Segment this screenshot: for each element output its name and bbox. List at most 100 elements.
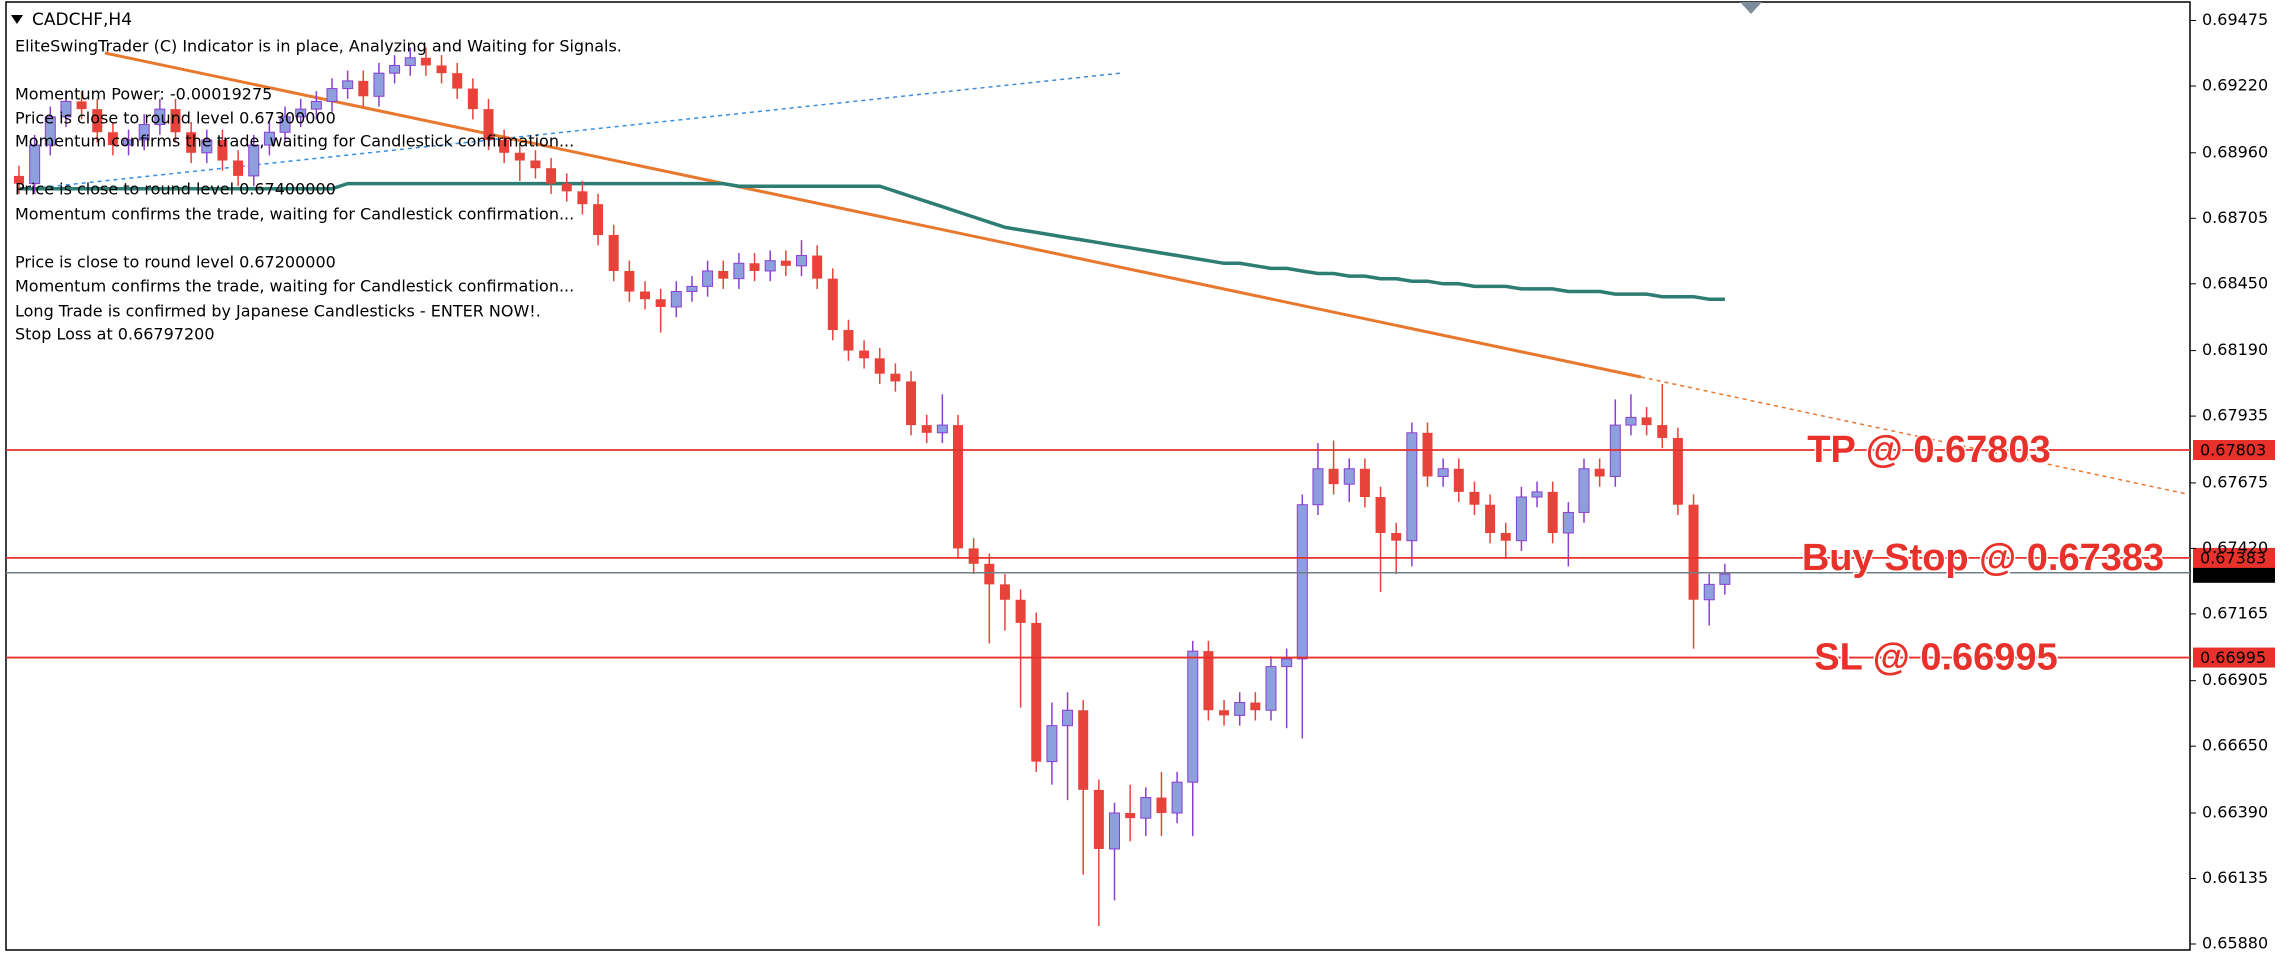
y-tick-label: 0.67165 (2202, 603, 2268, 622)
y-tick-label: 0.65880 (2202, 934, 2268, 953)
candle-body (577, 191, 588, 205)
candle-body (310, 100, 322, 110)
candle-body (1031, 622, 1042, 762)
candle-body (1156, 797, 1167, 813)
indicator-message: Momentum confirms the trade, waiting for… (15, 277, 574, 296)
candle-body (1437, 468, 1449, 477)
y-tick-label: 0.67935 (2202, 406, 2268, 425)
candle-body (1296, 504, 1308, 660)
candle-body (1578, 468, 1590, 513)
candle-body (640, 291, 650, 300)
candle-body (186, 132, 197, 153)
trend-line-extension (1640, 376, 2188, 495)
candle-body (201, 139, 213, 154)
level-label-bg (2193, 440, 2275, 461)
candle-body (1203, 651, 1214, 711)
candle-body (843, 330, 854, 351)
candles (14, 47, 1731, 927)
moving-average (19, 181, 1725, 301)
candle-body (1672, 437, 1683, 505)
candle-body (373, 72, 385, 97)
candle-body (530, 160, 541, 169)
candle-body (44, 116, 56, 146)
trend-line-blue (17, 72, 1123, 191)
candle-body (1281, 658, 1293, 668)
level-label: 0.66995 (2200, 648, 2266, 667)
candle-body (1657, 425, 1668, 438)
candle-body (670, 291, 682, 308)
candle-body (999, 584, 1010, 600)
indicator-message: Stop Loss at 0.66797200 (15, 325, 215, 344)
candle-body (921, 425, 932, 433)
indicator-message: Momentum confirms the trade, waiting for… (15, 132, 574, 151)
candle-body (827, 278, 838, 331)
candle-body (859, 350, 870, 359)
y-tick-label: 0.66390 (2202, 802, 2268, 821)
candle-body (1109, 812, 1120, 850)
candle-body (1515, 496, 1527, 542)
candle-body (968, 548, 979, 564)
candle-body (796, 255, 807, 267)
level-label: 0.67383 (2200, 548, 2266, 567)
candle-body (984, 563, 995, 585)
candle-body (1093, 789, 1104, 849)
candle-body (1703, 583, 1715, 601)
candle-body (686, 285, 698, 293)
candle-body (420, 57, 431, 66)
level-label-bg (2193, 647, 2275, 668)
candle-body (1046, 725, 1058, 763)
indicator-message: Price is close to round level 0.67300000 (15, 109, 336, 128)
candle-body (436, 65, 447, 74)
candle-body (389, 64, 401, 74)
candle-body (358, 80, 369, 97)
candle-body (452, 73, 463, 89)
candle-body (404, 57, 416, 66)
candle-body (1359, 468, 1370, 498)
trend-line (104, 51, 1642, 379)
level-annotation: Buy Stop @ 0.67383 (1802, 537, 2164, 579)
candle-body (812, 255, 823, 279)
candle-body (874, 358, 885, 374)
y-tick-label: 0.66135 (2202, 868, 2268, 887)
candle-body (608, 234, 619, 271)
y-tick-label: 0.68190 (2202, 340, 2268, 359)
chart-shift-marker (1740, 2, 1762, 14)
candle-body (1234, 702, 1246, 716)
candle-body (1531, 491, 1543, 498)
candle-body (561, 183, 572, 192)
candle-body (1688, 504, 1699, 600)
candle-body (1265, 666, 1277, 711)
y-tick-label: 0.68705 (2202, 208, 2268, 227)
indicator-message: Price is close to round level 0.67200000 (15, 253, 336, 272)
indicator-message: Long Trade is confirmed by Japanese Cand… (15, 302, 541, 321)
candle-body (1078, 710, 1089, 790)
candle-body (906, 381, 917, 426)
candle-body (1719, 573, 1731, 585)
candle-body (1062, 709, 1074, 727)
candle-body (936, 424, 948, 434)
candle-body (342, 80, 354, 90)
symbol-menu-arrow[interactable] (11, 15, 23, 24)
candle-body (170, 109, 181, 133)
candle-body (76, 101, 87, 110)
candle-body (1187, 650, 1199, 783)
candle-body (1343, 468, 1355, 485)
candle-body (1453, 468, 1464, 492)
indicator-message: Price is close to round level 0.67400000 (15, 180, 336, 199)
level-annotation: TP @ 0.67803 (1807, 429, 2050, 471)
candle-body (1312, 468, 1324, 506)
candle-body (233, 160, 244, 176)
level-annotation: SL @ 0.66995 (1814, 637, 2057, 679)
y-tick-label: 0.69220 (2202, 76, 2268, 95)
y-tick-label: 0.68450 (2202, 273, 2268, 292)
candle-body (546, 168, 557, 184)
y-tick-label: 0.66905 (2202, 670, 2268, 689)
y-tick-label: 0.67420 (2202, 538, 2268, 557)
plot-frame (5, 1, 2191, 951)
candle-body (764, 260, 776, 272)
candle-body (655, 299, 666, 307)
candle-body (263, 131, 275, 146)
candle-body (953, 425, 963, 549)
